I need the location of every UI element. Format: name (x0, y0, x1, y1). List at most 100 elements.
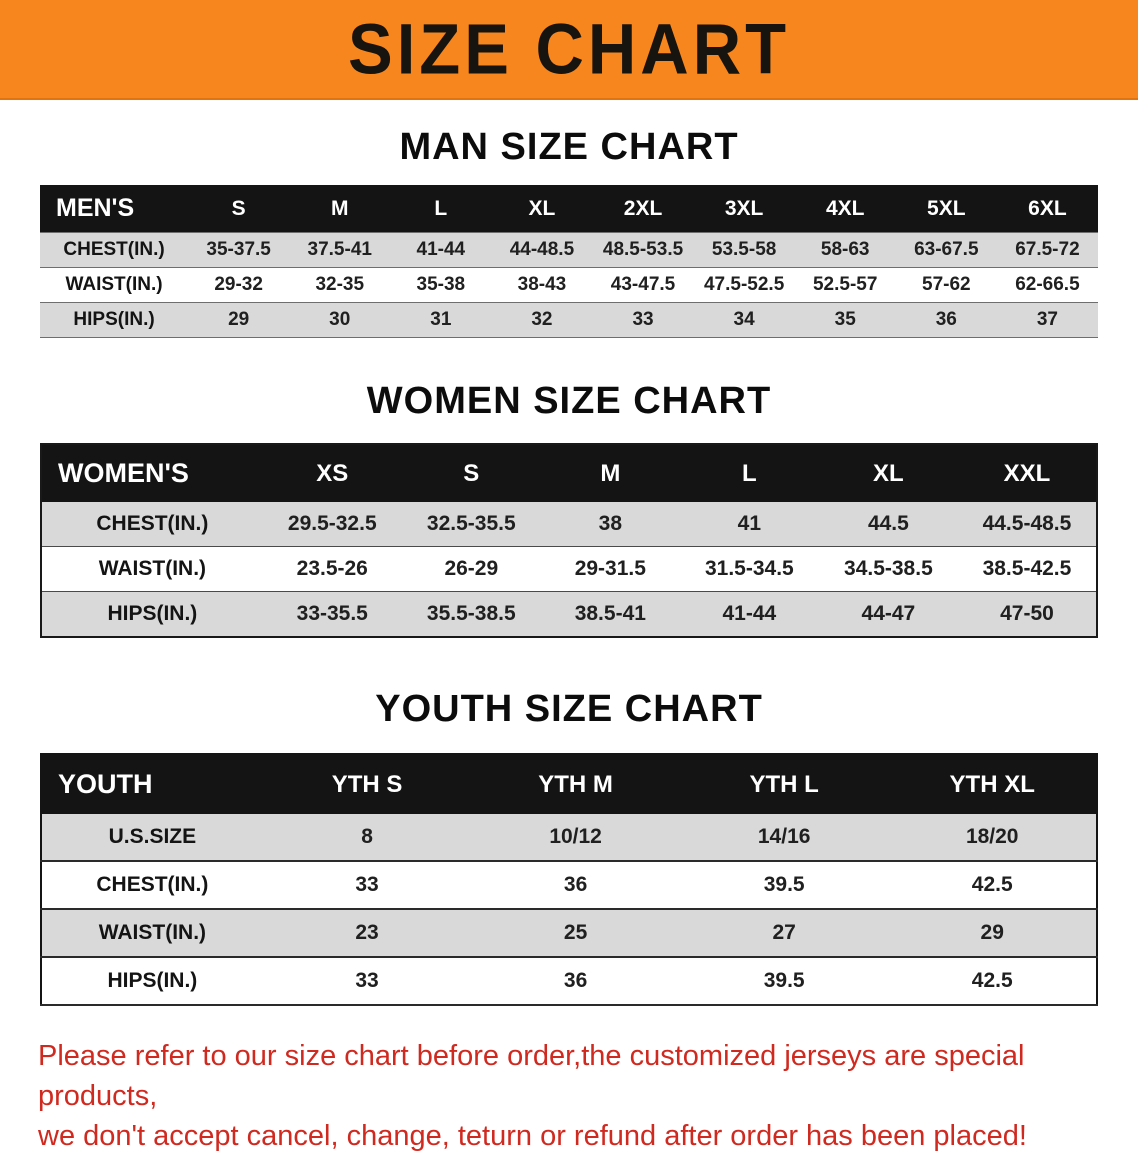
disclaimer-line-2: we don't accept cancel, change, teturn o… (38, 1120, 1027, 1153)
row-label: HIPS(IN.) (40, 302, 189, 338)
size-value: 63-67.5 (895, 232, 997, 268)
table-row: WAIST(IN.) 23 25 27 29 (41, 909, 1097, 958)
size-value: 25 (471, 909, 680, 958)
size-value: 62-66.5 (996, 267, 1098, 303)
size-value: 58-63 (794, 232, 896, 268)
size-value: 44.5 (818, 502, 958, 547)
row-label: HIPS(IN.) (41, 591, 263, 638)
size-column-header: L (390, 185, 492, 233)
size-value: 23 (262, 909, 472, 958)
size-value: 52.5-57 (794, 267, 896, 303)
size-value: 33-35.5 (262, 591, 402, 638)
size-column-header: YTH M (471, 754, 680, 814)
size-value: 30 (289, 302, 391, 338)
size-chart-banner: SIZE CHART (0, 0, 1138, 100)
size-value: 44.5-48.5 (957, 502, 1097, 547)
size-value: 14/16 (679, 814, 889, 862)
size-value: 41-44 (679, 591, 819, 638)
size-value: 38-43 (491, 267, 593, 303)
row-label: U.S.SIZE (41, 814, 263, 862)
size-value: 23.5-26 (262, 546, 402, 592)
size-value: 34.5-38.5 (818, 546, 958, 592)
size-column-header: L (679, 444, 819, 502)
table-row: U.S.SIZE 8 10/12 14/16 18/20 (41, 814, 1097, 862)
size-value: 35 (794, 302, 896, 338)
size-value: 35-37.5 (188, 232, 290, 268)
size-value: 8 (262, 814, 472, 862)
size-value: 37.5-41 (289, 232, 391, 268)
size-value: 38 (540, 502, 680, 547)
size-column-header: 2XL (592, 185, 694, 233)
size-value: 33 (262, 957, 472, 1006)
table-header-row: MEN'S S M L XL 2XL 3XL 4XL 5XL 6XL (40, 185, 1098, 233)
row-label: HIPS(IN.) (41, 957, 263, 1006)
size-value: 37 (996, 302, 1098, 338)
women-size-chart-heading: WOMEN SIZE CHART (366, 380, 772, 422)
size-value: 36 (471, 861, 680, 910)
men-size-table: MEN'S S M L XL 2XL 3XL 4XL 5XL 6XL CHEST(IN.) 35-37… (40, 185, 1098, 338)
table-header-row: WOMEN'S XS S M L XL XXL (41, 444, 1097, 502)
size-value: 35-38 (390, 267, 492, 303)
size-column-header: 5XL (895, 185, 997, 233)
size-value: 38.5-41 (540, 591, 680, 638)
size-column-header: M (540, 444, 680, 502)
size-value: 36 (895, 302, 997, 338)
row-label: CHEST(IN.) (41, 502, 263, 547)
size-value: 32-35 (289, 267, 391, 303)
row-label: CHEST(IN.) (40, 232, 189, 268)
size-column-header: YTH XL (888, 754, 1097, 814)
size-column-header: 6XL (996, 185, 1098, 233)
size-value: 38.5-42.5 (957, 546, 1097, 592)
size-value: 29-31.5 (540, 546, 680, 592)
table-row: WAIST(IN.) 23.5-26 26-29 29-31.5 31.5-34.5 34… (41, 546, 1097, 592)
size-value: 39.5 (679, 957, 889, 1006)
size-value: 48.5-53.5 (592, 232, 694, 268)
size-column-header: XXL (957, 444, 1097, 502)
size-value: 29 (188, 302, 290, 338)
size-column-header: 3XL (693, 185, 795, 233)
table-row: WAIST(IN.) 29-32 32-35 35-38 38-43 43-47.5 47.… (40, 267, 1098, 303)
row-label: CHEST(IN.) (41, 861, 263, 910)
size-value: 41 (679, 502, 819, 547)
disclaimer-text: Please refer to our size chart before or… (38, 1036, 1100, 1156)
size-value: 53.5-58 (693, 232, 795, 268)
size-value: 47-50 (957, 591, 1097, 638)
size-column-header: XS (262, 444, 402, 502)
women-size-table: WOMEN'S XS S M L XL XXL CHEST(IN.) 29.5-32.5 32.5… (40, 443, 1098, 638)
disclaimer-line-1: Please refer to our size chart before or… (38, 1040, 1025, 1113)
size-value: 42.5 (888, 861, 1097, 910)
size-column-header: YTH L (679, 754, 889, 814)
table-corner-label: WOMEN'S (41, 444, 263, 502)
size-value: 29 (888, 909, 1097, 958)
size-value: 43-47.5 (592, 267, 694, 303)
row-label: WAIST(IN.) (40, 267, 189, 303)
page-title: SIZE CHART (348, 9, 790, 89)
table-row: CHEST(IN.) 33 36 39.5 42.5 (41, 861, 1097, 910)
size-value: 39.5 (679, 861, 889, 910)
size-value: 35.5-38.5 (401, 591, 541, 638)
table-corner-label: YOUTH (41, 754, 263, 814)
table-row: CHEST(IN.) 29.5-32.5 32.5-35.5 38 41 44.5 44.5… (41, 502, 1097, 547)
size-value: 29-32 (188, 267, 290, 303)
size-column-header: XL (818, 444, 958, 502)
row-label: WAIST(IN.) (41, 909, 263, 958)
size-value: 36 (471, 957, 680, 1006)
youth-size-chart-heading: YOUTH SIZE CHART (375, 688, 763, 730)
table-row: HIPS(IN.) 29 30 31 32 33 34 35 36 37 (40, 302, 1098, 338)
size-value: 67.5-72 (996, 232, 1098, 268)
size-value: 31.5-34.5 (679, 546, 819, 592)
size-value: 31 (390, 302, 492, 338)
size-value: 29.5-32.5 (262, 502, 402, 547)
size-value: 42.5 (888, 957, 1097, 1006)
size-column-header: M (289, 185, 391, 233)
size-value: 34 (693, 302, 795, 338)
table-row: CHEST(IN.) 35-37.5 37.5-41 41-44 44-48.5 48.5… (40, 232, 1098, 268)
size-value: 41-44 (390, 232, 492, 268)
size-value: 32.5-35.5 (401, 502, 541, 547)
size-value: 44-48.5 (491, 232, 593, 268)
size-value: 44-47 (818, 591, 958, 638)
size-column-header: 4XL (794, 185, 896, 233)
row-label: WAIST(IN.) (41, 546, 263, 592)
size-column-header: XL (491, 185, 593, 233)
